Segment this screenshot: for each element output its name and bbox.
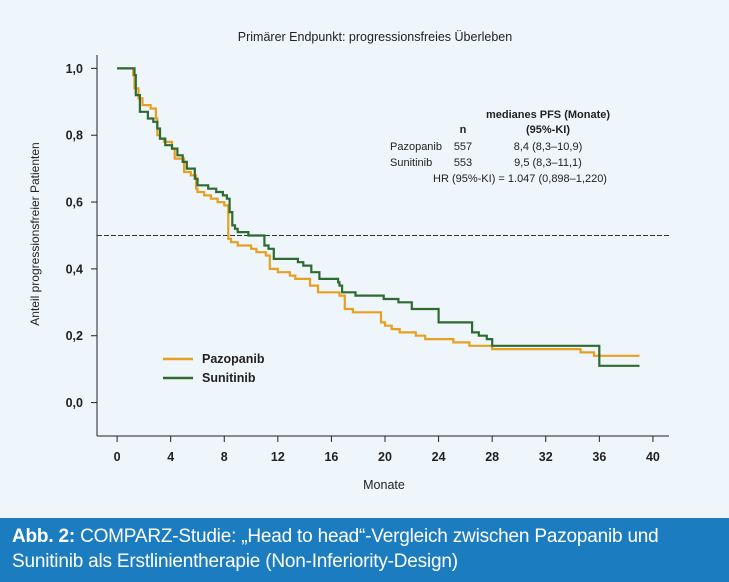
x-axis-label: Monate <box>363 478 405 492</box>
annotation-header-pfs: medianes PFS (Monate) <box>486 109 610 121</box>
figure-caption: Abb. 2: COMPARZ-Studie: „Head to head“-V… <box>0 518 729 582</box>
annotation-row-pfs: 9,5 (8,3–11,1) <box>514 157 582 169</box>
x-tick-label: 0 <box>114 450 121 464</box>
chart-title: Primärer Endpunkt: progressionsfreies Üb… <box>238 30 512 44</box>
annotation-row-n: 557 <box>454 141 472 153</box>
x-tick-label: 4 <box>167 450 174 464</box>
annotation-header-n: n <box>460 124 467 136</box>
chart-figure: Primärer Endpunkt: progressionsfreies Üb… <box>28 30 669 492</box>
legend: Pazopanib Sunitinib <box>163 352 265 385</box>
x-tick-label: 8 <box>221 450 228 464</box>
series-line-sunitinib <box>117 67 640 367</box>
y-tick-label: 0,4 <box>66 262 83 276</box>
x-tick-label: 24 <box>432 450 446 464</box>
annotation-header-ci: (95%-KI) <box>526 124 570 136</box>
caption-label: Abb. 2: <box>12 526 75 547</box>
stats-annotation: medianes PFS (Monate) n (95%-KI) Pazopan… <box>390 109 610 185</box>
x-tick-label: 16 <box>324 450 338 464</box>
x-tick-label: 36 <box>592 450 606 464</box>
y-tick-label: 0,8 <box>66 129 83 143</box>
annotation-row-name: Pazopanib <box>390 141 442 153</box>
x-tick-label: 20 <box>378 450 392 464</box>
annotation-row-name: Sunitinib <box>390 157 432 169</box>
x-tick-label: 28 <box>485 450 499 464</box>
annotation-row-pfs: 8,4 (8,3–10,9) <box>514 141 583 153</box>
x-tick-label: 12 <box>271 450 285 464</box>
y-tick-label: 0,6 <box>66 196 83 210</box>
y-tick-label: 0,0 <box>66 396 83 410</box>
caption-text: COMPARZ-Studie: „Head to head“-Vergleich… <box>12 526 659 572</box>
km-chart: Primärer Endpunkt: progressionsfreies Üb… <box>28 30 669 492</box>
y-tick-label: 0,2 <box>66 329 83 343</box>
y-axis-label: Anteil progressionsfreier Patienten <box>28 142 42 325</box>
annotation-row-n: 553 <box>454 157 472 169</box>
legend-label-pazopanib: Pazopanib <box>202 352 265 366</box>
legend-label-sunitinib: Sunitinib <box>202 371 256 385</box>
annotation-hr: HR (95%-KI) = 1.047 (0,898–1,220) <box>433 173 607 185</box>
x-tick-label: 40 <box>646 450 660 464</box>
y-tick-label: 1,0 <box>66 62 83 76</box>
x-tick-label: 32 <box>539 450 553 464</box>
